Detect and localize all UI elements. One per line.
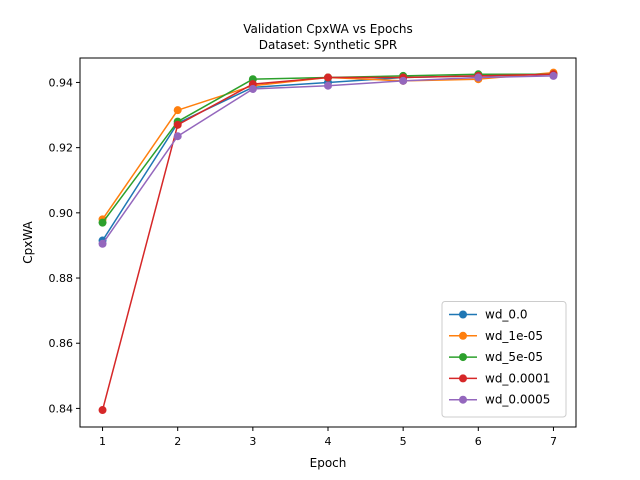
chart-subtitle: Dataset: Synthetic SPR bbox=[259, 38, 398, 52]
data-point bbox=[98, 239, 107, 248]
data-point bbox=[399, 76, 408, 85]
series-line bbox=[101, 75, 554, 245]
y-tick-label: 0.90 bbox=[49, 207, 74, 220]
series-wd_0.0 bbox=[98, 70, 558, 245]
x-axis: 1 2 3 4 5 6 7 bbox=[99, 427, 557, 448]
y-tick-label: 0.86 bbox=[49, 337, 74, 350]
x-tick-label: 7 bbox=[550, 435, 557, 448]
legend-item: wd_1e-05 bbox=[449, 329, 543, 343]
x-tick-label: 3 bbox=[249, 435, 256, 448]
legend-item: wd_0.0001 bbox=[449, 371, 550, 385]
data-point bbox=[324, 73, 332, 82]
legend-marker bbox=[459, 374, 467, 383]
legend-marker bbox=[459, 331, 467, 340]
x-tick-label: 1 bbox=[99, 435, 106, 448]
legend-label: wd_0.0001 bbox=[485, 371, 550, 385]
plot-area bbox=[98, 68, 558, 415]
legend-item: wd_0.0005 bbox=[449, 393, 550, 407]
data-point bbox=[173, 106, 182, 115]
data-point bbox=[474, 73, 483, 82]
x-tick-label: 6 bbox=[475, 435, 482, 448]
y-tick-label: 0.92 bbox=[49, 142, 74, 155]
legend-marker bbox=[459, 310, 467, 319]
y-tick-label: 0.94 bbox=[49, 76, 74, 89]
legend-label: wd_1e-05 bbox=[485, 329, 543, 343]
chart-title: Validation CpxWA vs Epochs bbox=[243, 22, 413, 36]
legend-label: wd_5e-05 bbox=[485, 350, 543, 364]
data-point bbox=[98, 406, 107, 415]
data-point bbox=[173, 120, 182, 129]
y-tick-label: 0.88 bbox=[49, 272, 74, 285]
series-wd_5e-05 bbox=[98, 70, 558, 227]
y-axis-label: CpxWA bbox=[21, 220, 35, 263]
x-tick-label: 5 bbox=[400, 435, 407, 448]
series-line bbox=[101, 73, 554, 241]
legend-label: wd_0.0005 bbox=[485, 393, 550, 407]
legend-frame bbox=[441, 301, 567, 418]
legend: wd_0.0 wd_1e-05 wd_5e-05 wd_0.0001 wd_0.0005 bbox=[441, 301, 567, 418]
series-wd_0.0005 bbox=[98, 71, 558, 248]
series-line bbox=[101, 73, 554, 224]
legend-label: wd_0.0 bbox=[485, 308, 528, 322]
data-point bbox=[324, 81, 332, 90]
x-tick-label: 2 bbox=[174, 435, 181, 448]
data-point bbox=[248, 84, 257, 93]
legend-item: wd_0.0 bbox=[449, 308, 528, 322]
series-wd_1e-05 bbox=[98, 68, 558, 224]
legend-marker bbox=[459, 395, 467, 404]
data-point bbox=[98, 218, 107, 227]
data-point bbox=[173, 132, 182, 141]
x-axis-label: Epoch bbox=[310, 456, 347, 470]
data-point bbox=[549, 71, 558, 80]
legend-marker bbox=[459, 353, 467, 362]
y-axis: 0.84 0.86 0.88 0.90 0.92 0.94 bbox=[49, 76, 80, 415]
x-tick-label: 4 bbox=[325, 435, 332, 448]
legend-item: wd_5e-05 bbox=[449, 350, 543, 364]
y-tick-label: 0.84 bbox=[49, 402, 74, 415]
